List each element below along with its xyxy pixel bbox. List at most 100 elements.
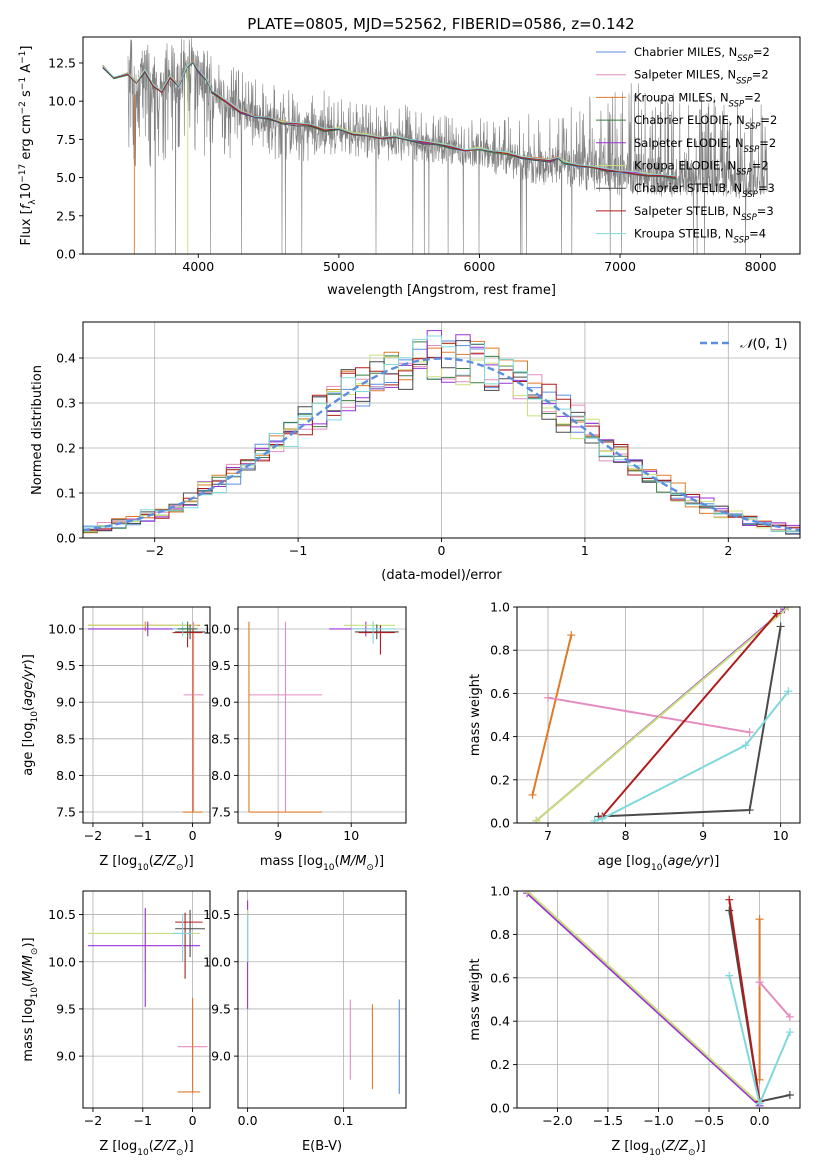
label-part: ( — [21, 982, 36, 987]
label-part: )] — [21, 937, 36, 947]
normal-curve — [83, 357, 800, 532]
y-tick-label: 9.5 — [211, 1001, 231, 1016]
x-axis-label: mass [log10(M/M⊙)] — [260, 854, 384, 873]
weight-point-marker — [532, 816, 541, 823]
y-tick-label: 2.5 — [56, 208, 76, 223]
legend-label-sub: SSP — [745, 122, 761, 132]
label-part: ⊙ — [688, 1148, 696, 1158]
weight-series-line — [526, 891, 761, 1105]
label-part: ( — [149, 1139, 154, 1154]
weight-point-marker — [528, 790, 537, 799]
legend-label-main: Kroupa STELIB, N — [634, 227, 734, 241]
y-tick-label: 8.0 — [56, 768, 76, 783]
label-part: ( — [661, 1139, 666, 1154]
y-axis-label: mass weight — [468, 674, 483, 756]
legend-label-sub: SSP — [737, 54, 753, 64]
weight-point-marker — [523, 891, 532, 895]
label-part: ⊙ — [30, 948, 40, 956]
y-tick-label: 0.6 — [490, 686, 510, 701]
x-tick-label: 0.0 — [750, 1113, 770, 1128]
y-tick-label: 0.4 — [56, 351, 76, 366]
label-part: ⊙ — [176, 1148, 184, 1158]
label-part: age/yr — [667, 854, 710, 869]
x-tick-label: 10 — [773, 828, 789, 843]
weight-series-line — [531, 634, 573, 796]
y-axis-label: mass weight — [468, 958, 483, 1040]
label-part: s — [19, 90, 34, 101]
weight-point-marker — [741, 741, 750, 750]
label-part: )] — [374, 854, 384, 869]
label-part: 10 — [30, 711, 40, 723]
label-part: ⊙ — [366, 863, 374, 873]
legend-label-main: Chabrier STELIB, N — [634, 181, 742, 195]
x-tick-label: 2 — [724, 543, 732, 558]
y-tick-label: 10.0 — [48, 954, 76, 969]
x-tick-label: 8000 — [745, 259, 777, 274]
y-tick-label: 9.5 — [56, 1001, 76, 1016]
weight-point-marker — [784, 607, 793, 611]
x-tick-label: 1 — [581, 543, 589, 558]
label-part: 10 — [137, 863, 149, 873]
legend-label-tail: =2 — [752, 159, 769, 173]
legend-label: Kroupa MILES, NSSP=2 — [634, 90, 761, 109]
label-part: ] — [19, 46, 34, 51]
y-tick-label: 8.0 — [211, 768, 231, 783]
x-tick-label: 4000 — [182, 259, 214, 274]
label-part: 10 — [19, 183, 34, 200]
legend-label: Salpeter MILES, NSSP=2 — [634, 68, 769, 87]
x-tick-label: 9 — [274, 828, 282, 843]
weight-point-marker — [776, 622, 785, 631]
x-axis-label: wavelength [Angstrom, rest frame] — [327, 283, 556, 298]
y-axis-label: Normed distribution — [30, 365, 45, 495]
y-tick-label: 1.0 — [490, 600, 510, 615]
y-tick-label: 1.0 — [490, 884, 510, 899]
axes-frame — [82, 890, 211, 1109]
x-tick-label: −2 — [84, 1113, 102, 1128]
legend-label: Kroupa ELODIE, NSSP=2 — [634, 159, 769, 178]
y-tick-label: 9.0 — [211, 695, 231, 710]
weight-point-marker — [725, 895, 734, 904]
y-tick-label: 0.2 — [490, 772, 510, 787]
weight-point-marker — [590, 816, 599, 823]
weight-series-line — [758, 981, 791, 1018]
weight-point-marker — [598, 814, 607, 823]
axes-frame — [82, 606, 211, 824]
label-part: age/yr — [21, 663, 36, 706]
legend-label-main: Chabrier ELODIE, N — [634, 113, 745, 127]
y-axis-label: age [log10(age/yr)] — [21, 654, 40, 776]
weight-series-line — [594, 690, 790, 822]
weight-point-marker — [755, 915, 764, 924]
weight-series-line — [547, 696, 750, 734]
y-tick-label: 10.5 — [203, 907, 231, 922]
label-part: Z/Z — [153, 854, 177, 869]
y-tick-label: 0.4 — [490, 729, 510, 744]
y-tick-label: 5.0 — [56, 170, 76, 185]
legend-label-main: Salpeter MILES, N — [634, 68, 736, 82]
weight-point-marker — [785, 1090, 794, 1099]
legend-label: Chabrier ELODIE, NSSP=2 — [634, 113, 777, 132]
legend-label: 𝒩(0, 1) — [740, 337, 787, 352]
label-part: Z [log — [611, 1139, 649, 1154]
legend-label-tail: =2 — [760, 113, 777, 127]
y-axis-label: Flux [fλ10−17 erg cm−2 s−1 A−1] — [18, 46, 38, 246]
y-tick-label: 10.0 — [203, 621, 231, 636]
y-tick-label: 7.5 — [56, 805, 76, 820]
label-part: 10 — [137, 1148, 149, 1158]
y-tick-label: 10.5 — [48, 907, 76, 922]
y-tick-label: 7.5 — [56, 132, 76, 147]
x-tick-label: 8 — [622, 828, 630, 843]
x-tick-label: 7000 — [604, 259, 636, 274]
weight-point-marker — [755, 978, 764, 987]
label-part: )] — [21, 654, 36, 664]
model-fit-line — [102, 60, 677, 177]
label-part: −17 — [18, 164, 28, 183]
label-part: 10 — [323, 863, 335, 873]
weight-series-line — [535, 607, 790, 822]
legend-label-main: Salpeter STELIB, N — [634, 204, 741, 218]
x-tick-label: 0.1 — [334, 1113, 354, 1128]
weight-series-line — [728, 899, 761, 1102]
x-tick-label: −2 — [84, 828, 102, 843]
label-part: age [log — [21, 723, 36, 776]
